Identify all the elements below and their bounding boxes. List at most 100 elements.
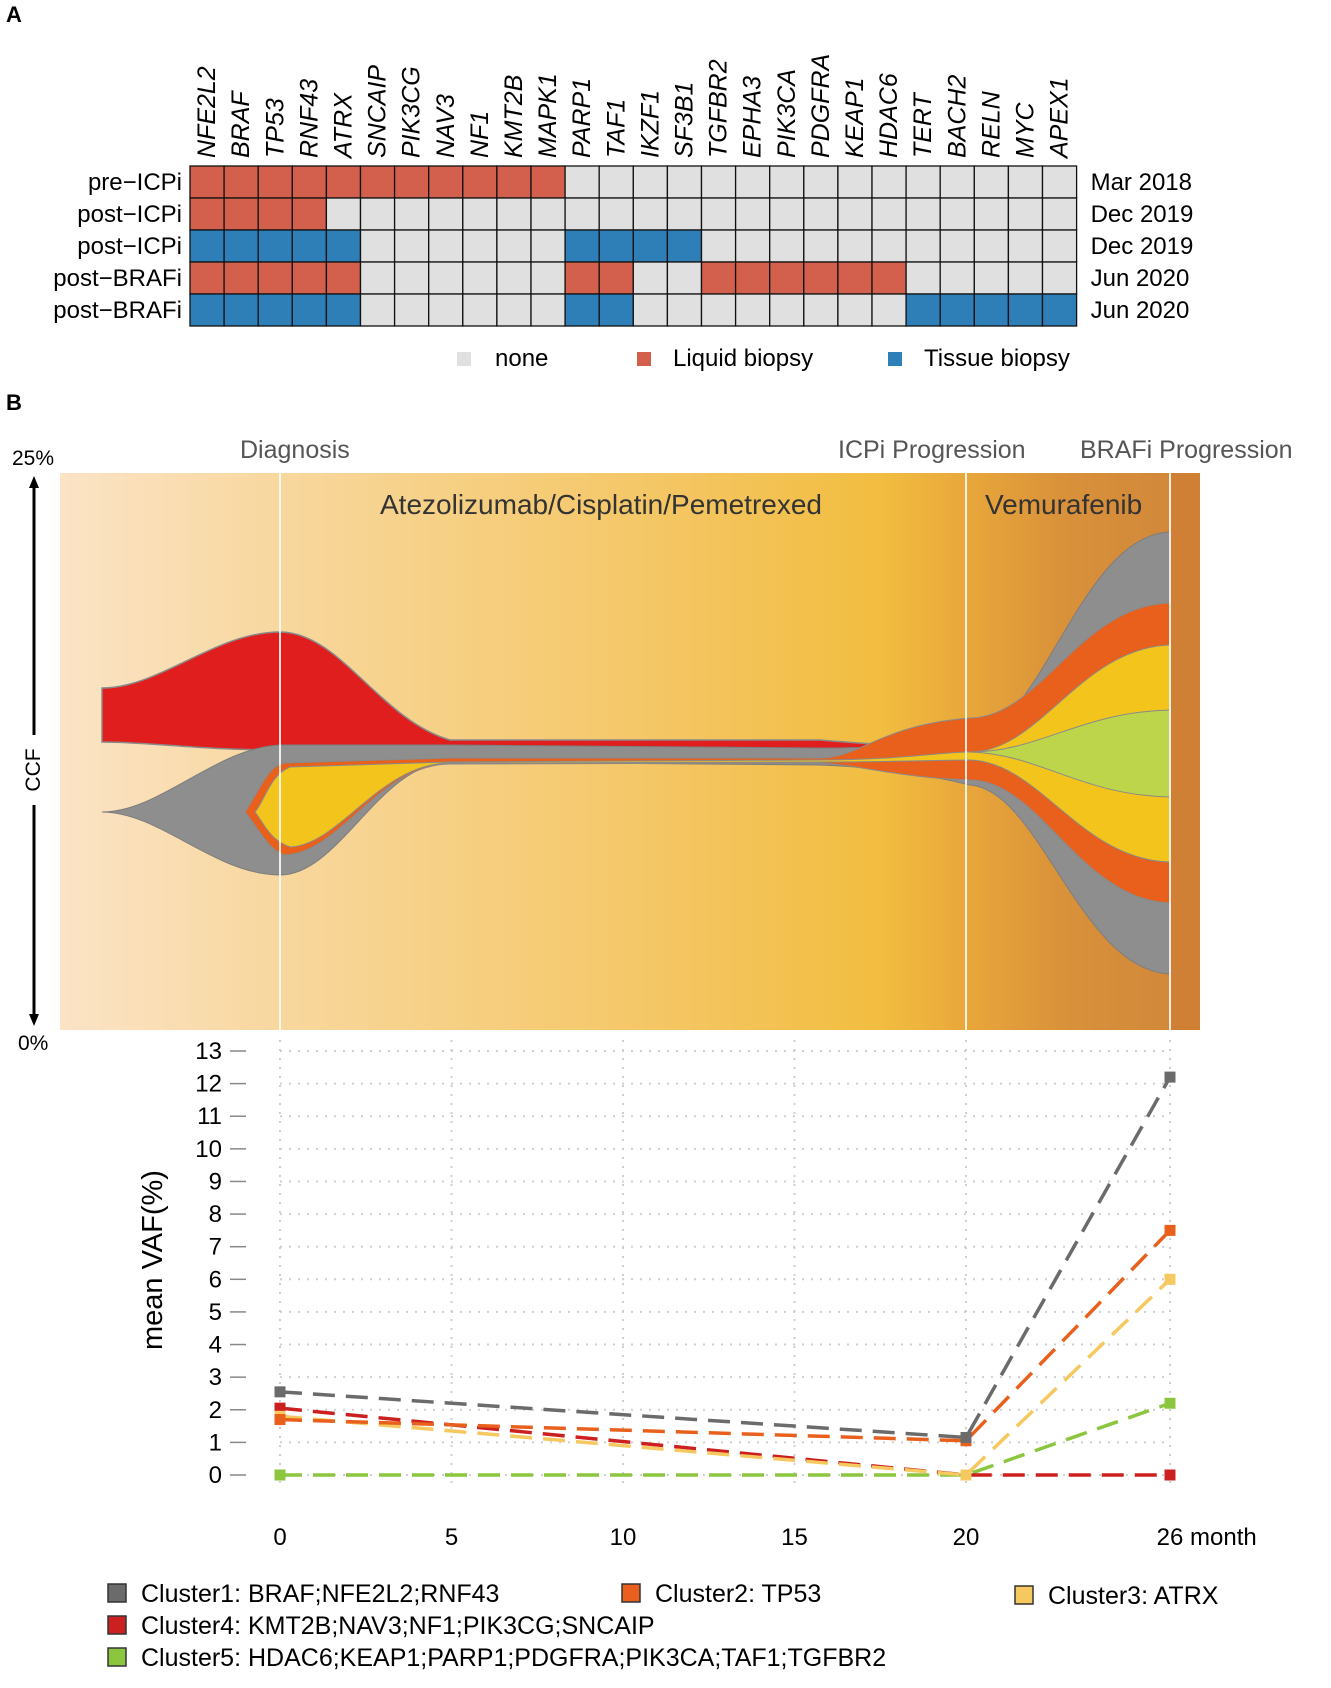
ccf-arrow-down-head	[29, 1014, 39, 1026]
row-label: post−BRAFi	[53, 265, 182, 292]
heatmap-cell	[700, 229, 737, 263]
y-tick-label: 3	[209, 1364, 222, 1391]
heatmap-cell	[803, 229, 839, 263]
heatmap-cell	[837, 197, 873, 231]
series-point	[1164, 1397, 1176, 1409]
heatmap-cell	[325, 293, 362, 327]
heatmap-cell	[428, 197, 464, 231]
heatmap-cell	[1007, 197, 1044, 231]
gene-label: TAF1	[602, 99, 630, 158]
heatmap-cell	[564, 165, 600, 199]
heatmap-cell	[393, 293, 430, 327]
heatmap-cell	[905, 229, 941, 263]
ccf-bottom-label: 0%	[18, 1032, 48, 1055]
gene-label: RELN	[977, 90, 1005, 158]
panel-label-a: A	[6, 2, 22, 27]
cluster-legend: Cluster1: BRAF;NFE2L2;RNF43 Cluster2: TP5…	[107, 1580, 1219, 1672]
series-point	[1164, 1273, 1176, 1285]
y-tick-label: 13	[195, 1038, 222, 1065]
heatmap-cell	[496, 261, 532, 295]
event-label-icpi-progression: ICPi Progression	[838, 436, 1026, 464]
heatmap-cell	[462, 229, 498, 263]
heatmap-cell	[598, 261, 634, 295]
gene-label: PARP1	[568, 78, 596, 158]
y-tick-label: 2	[209, 1397, 222, 1424]
ccf-top-label: 25%	[12, 447, 54, 470]
heatmap-cell	[393, 197, 430, 231]
series-point	[274, 1402, 286, 1414]
heatmap-cell	[462, 165, 498, 199]
gene-label: PIK3CA	[773, 69, 801, 158]
heatmap-cell	[189, 229, 225, 263]
x-tick-label: 10	[610, 1524, 637, 1551]
clone-cluster1	[101, 531, 1171, 975]
heatmap-cell	[871, 293, 907, 327]
mutation-heatmap: NFE2L2 BRAF TP53 RNF43 ATRX SNCAIP PIK3CG NAV3 N…	[53, 54, 1194, 327]
x-tick-label: 0	[273, 1524, 286, 1551]
legend-label: Cluster5: HDAC6;KEAP1;PARP1;PDGFRA;PIK3C…	[141, 1644, 886, 1672]
series-point	[274, 1414, 286, 1426]
heatmap-cell	[905, 293, 941, 327]
heatmap-cell	[530, 229, 566, 263]
heatmap-cell	[700, 165, 737, 199]
gene-label: BACH2	[943, 75, 971, 158]
series-line	[279, 1406, 1170, 1477]
heatmap-cell	[973, 293, 1010, 327]
heatmap-cell	[632, 165, 669, 199]
therapy-label-chemo: Atezolizumab/Cisplatin/Pemetrexed	[380, 489, 822, 520]
heatmap-cell	[905, 197, 941, 231]
row-date: Dec 2019	[1091, 233, 1194, 260]
heatmap-cell	[257, 197, 293, 231]
heatmap-cell	[496, 293, 532, 327]
legend-swatch	[107, 1583, 127, 1603]
series-line	[279, 1278, 1172, 1477]
heatmap-cell	[734, 197, 771, 231]
y-tick-label: 5	[209, 1299, 222, 1326]
heatmap-cell	[837, 293, 873, 327]
heatmap-cell	[734, 165, 771, 199]
heatmap-cell	[871, 165, 907, 199]
gene-label: HDAC6	[875, 73, 903, 158]
gene-label: KEAP1	[841, 77, 869, 158]
heatmap-cell	[734, 229, 771, 263]
heatmap-cell	[359, 261, 396, 295]
heatmap-cell	[530, 197, 566, 231]
heatmap-cell	[530, 261, 566, 295]
heatmap-cell	[700, 293, 737, 327]
heatmap-cell	[666, 165, 703, 199]
therapy-label-vemurafenib: Vemurafenib	[985, 489, 1142, 520]
heatmap-cell	[189, 293, 225, 327]
gene-label: MAPK1	[534, 73, 562, 158]
heatmap-cell	[598, 229, 634, 263]
y-tick-label: 0	[209, 1462, 222, 1489]
y-tick-label: 6	[209, 1266, 222, 1293]
series-point	[274, 1469, 286, 1481]
ccf-axis-label: CCF	[22, 748, 45, 791]
heatmap-cell	[939, 165, 975, 199]
heatmap-cell	[769, 261, 805, 295]
heatmap-cell	[1041, 229, 1078, 263]
gene-label: NFE2L2	[193, 66, 221, 158]
legend-swatch	[621, 1583, 641, 1603]
heatmap-cell	[1041, 293, 1078, 327]
heatmap-cell	[393, 261, 430, 295]
x-tick-label: 26	[1157, 1524, 1184, 1551]
heatmap-cell	[700, 261, 737, 295]
heatmap-cell	[325, 261, 362, 295]
series-line	[280, 1401, 1171, 1477]
gene-label: APEX1	[1046, 77, 1074, 160]
heatmap-cell	[939, 229, 975, 263]
gene-label: NAV3	[432, 94, 460, 158]
heatmap-cell	[666, 293, 703, 327]
gene-label: SNCAIP	[364, 65, 392, 158]
x-axis-unit-label: month	[1190, 1524, 1257, 1551]
heatmap-cell	[632, 197, 669, 231]
heatmap-cell	[496, 229, 532, 263]
legend-swatch	[888, 352, 902, 366]
y-tick-label: 4	[209, 1332, 222, 1359]
legend-swatch	[107, 1615, 127, 1635]
heatmap-cell	[496, 165, 532, 199]
heatmap-cell	[632, 261, 669, 295]
heatmap-cell	[973, 165, 1010, 199]
heatmap-cell	[462, 261, 498, 295]
